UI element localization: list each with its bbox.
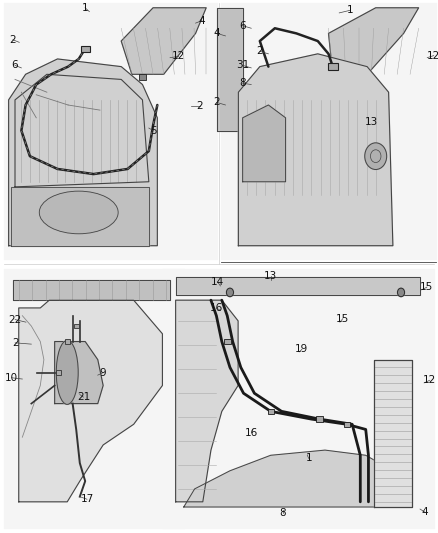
Text: 22: 22: [8, 314, 22, 325]
Bar: [344, 422, 350, 427]
Polygon shape: [217, 8, 243, 131]
Text: 2: 2: [12, 338, 18, 348]
Bar: [56, 370, 61, 375]
Polygon shape: [176, 300, 238, 502]
Text: 2: 2: [257, 46, 263, 56]
Polygon shape: [238, 54, 393, 246]
Polygon shape: [19, 300, 162, 502]
Text: 1: 1: [346, 5, 353, 15]
Polygon shape: [11, 187, 149, 246]
Bar: [139, 74, 146, 80]
Polygon shape: [162, 269, 434, 528]
Circle shape: [398, 288, 405, 297]
Polygon shape: [221, 3, 436, 259]
Text: 15: 15: [336, 314, 349, 324]
Text: 15: 15: [420, 282, 434, 292]
Text: 21: 21: [77, 392, 90, 402]
Text: 31: 31: [236, 60, 249, 70]
Bar: [64, 340, 70, 344]
Polygon shape: [243, 105, 286, 182]
Text: 19: 19: [295, 344, 308, 354]
Text: 2: 2: [10, 35, 16, 45]
Bar: [328, 63, 338, 70]
Polygon shape: [328, 8, 419, 74]
Circle shape: [226, 288, 233, 297]
Text: 1: 1: [82, 3, 88, 13]
Polygon shape: [4, 3, 217, 259]
Text: 8: 8: [279, 508, 286, 519]
Bar: [81, 45, 90, 52]
Text: 4: 4: [422, 507, 428, 517]
Text: 6: 6: [239, 21, 246, 31]
Text: 16: 16: [210, 303, 223, 313]
Polygon shape: [374, 360, 412, 507]
Polygon shape: [9, 59, 157, 246]
Text: 10: 10: [5, 373, 18, 383]
Text: 8: 8: [239, 78, 246, 88]
Circle shape: [365, 143, 387, 169]
Polygon shape: [184, 450, 393, 507]
Polygon shape: [176, 277, 420, 295]
Text: 17: 17: [80, 494, 94, 504]
Bar: [224, 339, 231, 344]
Text: 14: 14: [211, 277, 224, 287]
Polygon shape: [4, 269, 184, 528]
Bar: [74, 324, 79, 328]
Text: 4: 4: [198, 15, 205, 26]
Text: 2: 2: [214, 98, 220, 108]
Text: 13: 13: [365, 117, 378, 127]
Text: 1: 1: [305, 454, 312, 463]
Ellipse shape: [39, 191, 118, 234]
Text: 4: 4: [214, 28, 220, 38]
Bar: [268, 409, 274, 414]
Text: 12: 12: [427, 51, 438, 61]
Text: 12: 12: [172, 51, 185, 61]
Polygon shape: [13, 279, 170, 300]
Polygon shape: [55, 342, 103, 403]
Text: 6: 6: [12, 60, 18, 70]
Text: 2: 2: [197, 101, 203, 111]
Text: 5: 5: [150, 126, 156, 135]
Text: 9: 9: [100, 368, 106, 377]
Ellipse shape: [56, 341, 78, 405]
Bar: [317, 416, 323, 422]
Text: 12: 12: [423, 375, 436, 385]
Text: 16: 16: [245, 427, 258, 438]
Text: 13: 13: [264, 271, 277, 281]
Polygon shape: [121, 8, 206, 74]
